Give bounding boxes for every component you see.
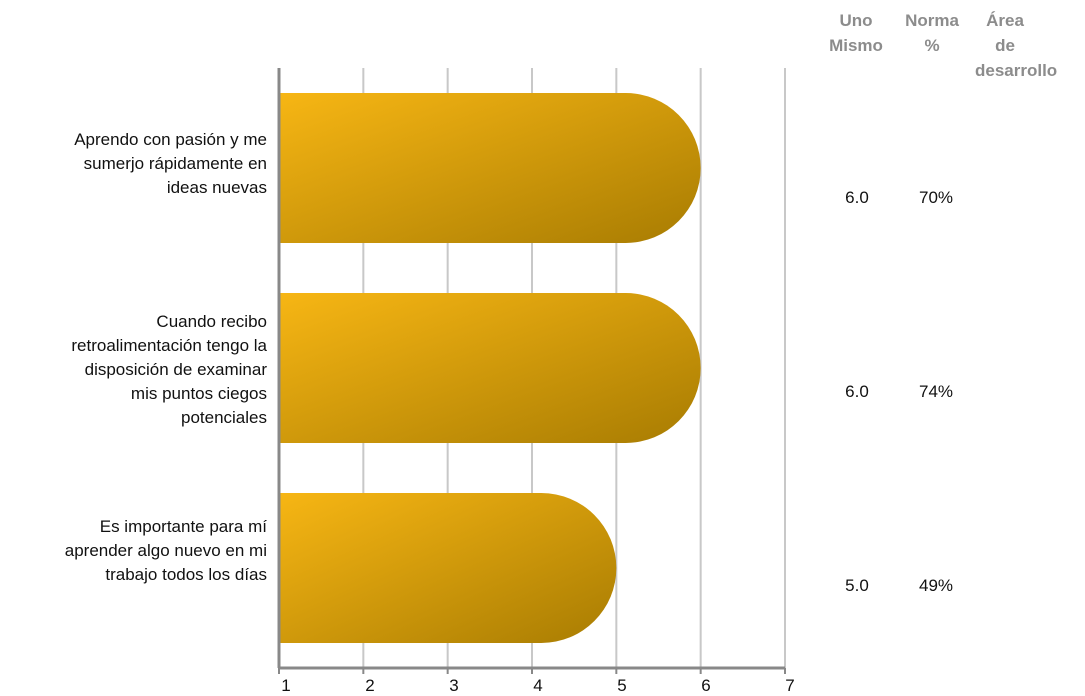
header-uno-mismo-line1: Uno [839, 11, 873, 30]
category-label-line: sumerjo rápidamente en [83, 154, 267, 173]
header-norma-line2: % [924, 36, 940, 55]
header-norma: Norma % [892, 8, 972, 58]
category-label-line: ideas nuevas [166, 178, 267, 197]
x-tick-label: 1 [281, 676, 291, 695]
category-label-line: disposición de examinar [84, 360, 267, 379]
uno-mismo-value: 5.0 [845, 576, 869, 595]
x-tick-label: 4 [533, 676, 543, 695]
header-area-line3: desarrollo [975, 61, 1058, 80]
category-label-line: Cuando recibo [156, 312, 267, 331]
category-label-line: potenciales [180, 408, 267, 427]
header-norma-line1: Norma [905, 11, 959, 30]
bar [279, 493, 617, 643]
category-label-line: mis puntos ciegos [130, 384, 267, 403]
header-area-line2: de [995, 36, 1015, 55]
bar [279, 293, 701, 443]
x-tick-label: 7 [785, 676, 795, 695]
category-label-line: aprender algo nuevo en mi [64, 541, 267, 560]
category-label-line: retroalimentación tengo la [71, 336, 267, 355]
x-tick-label: 2 [365, 676, 375, 695]
header-area-desarrollo: Área de desarrollo [975, 8, 1085, 83]
category-label-line: Es importante para mí [99, 517, 267, 536]
norma-value: 49% [918, 576, 954, 595]
norma-value: 70% [918, 188, 954, 207]
header-uno-mismo-line2: Mismo [829, 36, 883, 55]
uno-mismo-value: 6.0 [845, 188, 869, 207]
norma-value: 74% [918, 382, 954, 401]
x-tick-label: 3 [449, 676, 459, 695]
uno-mismo-value: 6.0 [845, 382, 869, 401]
header-area-line1: Área [986, 11, 1024, 30]
bar [279, 93, 701, 243]
category-label-line: trabajo todos los días [105, 565, 267, 584]
x-tick-label: 5 [617, 676, 627, 695]
category-label: Cuando recibo retroalimentación tengo la… [0, 310, 267, 430]
category-label: Aprendo con pasión y me sumerjo rápidame… [0, 128, 267, 200]
category-label-line: Aprendo con pasión y me [74, 130, 267, 149]
category-label: Es importante para mí aprender algo nuev… [0, 515, 267, 587]
header-uno-mismo: Uno Mismo [816, 8, 896, 58]
x-tick-label: 6 [701, 676, 711, 695]
